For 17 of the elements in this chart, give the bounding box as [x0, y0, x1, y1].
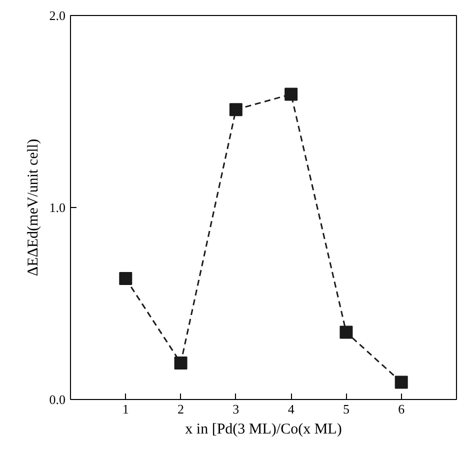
y-tick-label: 1.0 — [49, 200, 66, 215]
point — [284, 88, 298, 101]
point — [119, 272, 132, 286]
x-tick-label: 6 — [398, 402, 406, 416]
point — [340, 326, 353, 339]
point — [394, 376, 408, 389]
x-axis-title: x in [Pd(3 ML)/Co(x ML) — [185, 422, 342, 438]
point — [229, 103, 242, 116]
y-tick-label: 2.0 — [49, 8, 66, 23]
x-tick-label: 3 — [232, 402, 240, 416]
y-axis-title: ΔEΔEd(meV/unit cell) — [25, 138, 42, 276]
y-tick-label: 0.0 — [49, 392, 66, 407]
x-tick-label: 4 — [288, 402, 295, 416]
x-tick-label: 1 — [122, 402, 129, 416]
x-tick-label: 5 — [342, 402, 350, 416]
point — [174, 356, 188, 370]
x-tick-label: 2 — [178, 402, 184, 416]
